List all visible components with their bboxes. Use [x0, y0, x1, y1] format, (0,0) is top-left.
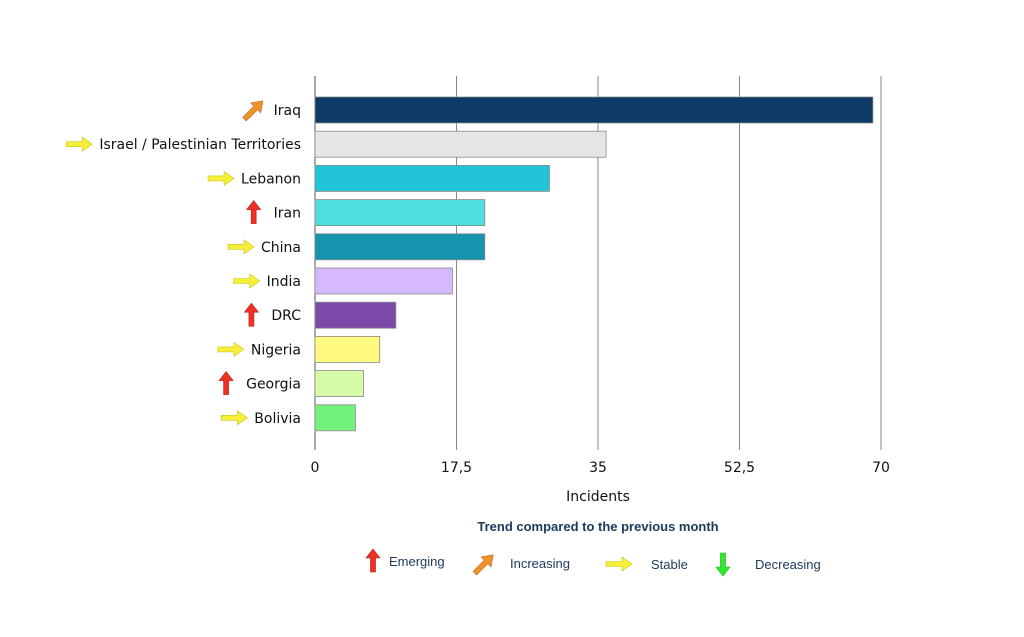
arrow-right-icon [66, 136, 93, 152]
category-label: China [261, 240, 301, 256]
arrow-right-icon [227, 239, 255, 255]
bar [314, 199, 486, 227]
arrow-right-icon [220, 410, 248, 426]
arrow-up-icon [365, 548, 381, 573]
bar [314, 164, 550, 192]
arrow-up-icon [218, 371, 234, 395]
bars [314, 96, 874, 432]
arrow-right-icon [605, 556, 633, 572]
category-label: Nigeria [251, 342, 301, 358]
category-label: DRC [271, 308, 301, 324]
legend-label: Increasing [510, 556, 570, 571]
bar [314, 335, 381, 363]
x-tick-label: 52,5 [724, 460, 755, 476]
x-tick-label: 70 [872, 460, 890, 476]
arrow-diagonal-up-icon [242, 100, 264, 122]
arrow-down-icon [715, 552, 731, 577]
legend-label: Stable [651, 557, 688, 572]
bar [314, 233, 486, 261]
x-axis-title: Incidents [566, 489, 630, 505]
arrow-right-icon [207, 170, 235, 186]
x-tick-label: 0 [311, 460, 320, 476]
category-label: Georgia [246, 377, 301, 393]
x-tick-label: 17,5 [441, 460, 472, 476]
legend-label: Emerging [389, 554, 445, 569]
category-label: Lebanon [241, 171, 301, 187]
arrow-right-icon [217, 341, 245, 357]
arrow-right-icon [233, 273, 261, 289]
legend-label: Decreasing [755, 557, 821, 572]
bar [314, 96, 874, 124]
bar [314, 267, 453, 295]
category-label: Iraq [274, 103, 301, 119]
legend: Trend compared to the previous month Eme… [365, 519, 821, 577]
legend-title: Trend compared to the previous month [477, 519, 718, 534]
bar [314, 130, 607, 158]
category-label: Iran [274, 206, 301, 222]
category-label: Israel / Palestinian Territories [99, 137, 301, 153]
trend-icons [66, 100, 264, 426]
bar [314, 404, 356, 432]
category-label: India [267, 274, 301, 290]
x-tick-label: 35 [589, 460, 607, 476]
arrow-up-icon [243, 302, 260, 327]
category-label: Bolivia [254, 411, 301, 427]
x-tick-labels: 0 17,5 35 52,5 70 [311, 460, 890, 476]
bar [314, 370, 364, 398]
category-labels: Iraq Israel / Palestinian Territories Leba… [99, 103, 301, 427]
legend-item-decreasing: Decreasing [715, 552, 821, 577]
arrow-up-icon [246, 200, 262, 224]
bar [314, 301, 397, 329]
arrow-diagonal-up-icon [472, 554, 494, 576]
legend-item-increasing: Increasing [472, 554, 570, 576]
legend-item-stable: Stable [605, 556, 688, 572]
legend-item-emerging: Emerging [365, 548, 445, 573]
